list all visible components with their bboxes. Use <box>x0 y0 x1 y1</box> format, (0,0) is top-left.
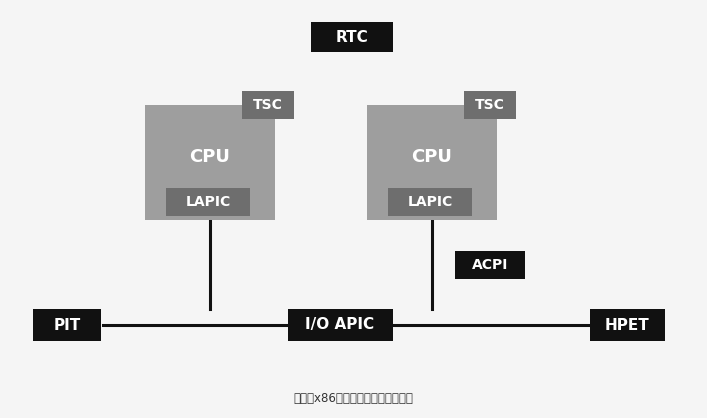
Text: I/O APIC: I/O APIC <box>305 318 375 332</box>
Bar <box>288 309 392 341</box>
Text: CPU: CPU <box>411 148 452 166</box>
Bar <box>464 91 516 119</box>
Text: 図２　x86システムのタイムソース: 図２ x86システムのタイムソース <box>293 392 413 405</box>
Bar <box>311 22 393 52</box>
Text: CPU: CPU <box>189 148 230 166</box>
Bar <box>33 309 101 341</box>
Text: TSC: TSC <box>475 98 505 112</box>
Text: TSC: TSC <box>253 98 283 112</box>
Text: PIT: PIT <box>53 318 81 332</box>
Text: RTC: RTC <box>336 30 368 44</box>
Text: ACPI: ACPI <box>472 258 508 272</box>
Text: LAPIC: LAPIC <box>407 195 452 209</box>
Text: LAPIC: LAPIC <box>185 195 230 209</box>
Text: HPET: HPET <box>604 318 649 332</box>
Bar <box>367 104 497 219</box>
Bar <box>145 104 275 219</box>
Bar <box>590 309 665 341</box>
Bar <box>455 251 525 279</box>
Bar <box>388 188 472 216</box>
Bar <box>166 188 250 216</box>
Bar <box>242 91 294 119</box>
